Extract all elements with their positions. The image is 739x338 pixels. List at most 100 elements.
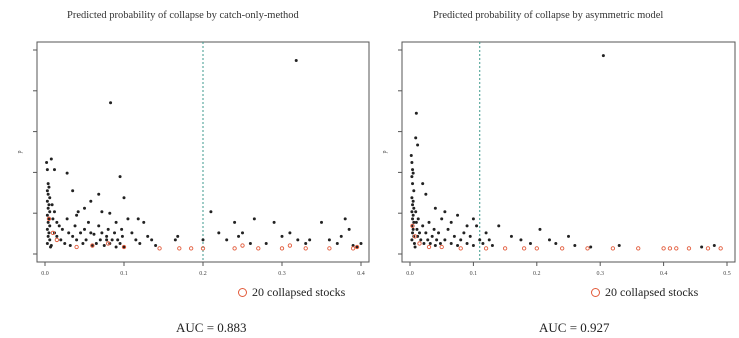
data-point xyxy=(49,157,53,161)
data-point xyxy=(105,238,109,242)
data-point xyxy=(700,245,704,249)
data-point xyxy=(475,224,479,228)
data-point xyxy=(138,241,142,245)
data-point xyxy=(248,241,252,245)
data-point xyxy=(272,220,276,224)
scatter-plot-catch-only: 0.0 0.1 0.2 0.3 0.4 p xyxy=(17,41,370,277)
data-point xyxy=(422,241,426,245)
data-point xyxy=(46,182,50,186)
data-point xyxy=(456,213,460,217)
data-point xyxy=(45,168,49,172)
data-point xyxy=(411,203,415,207)
x-tick-label: 0.5 xyxy=(723,271,731,277)
data-point xyxy=(410,196,414,200)
data-point xyxy=(134,238,138,242)
data-point xyxy=(424,231,428,235)
data-point xyxy=(100,210,104,214)
data-point xyxy=(410,161,414,165)
data-point xyxy=(237,234,241,238)
data-point xyxy=(146,234,150,238)
data-point xyxy=(48,224,52,228)
chart-title: Predicted probability of collapse by asy… xyxy=(433,10,664,21)
data-point xyxy=(433,244,437,248)
data-point xyxy=(81,241,85,245)
data-point xyxy=(71,234,75,238)
collapsed-point xyxy=(483,246,489,251)
data-point xyxy=(46,192,50,196)
data-point xyxy=(89,199,93,203)
data-point xyxy=(415,227,419,231)
x-tick-label: 0.0 xyxy=(41,271,49,277)
data-point xyxy=(449,241,453,245)
data-point xyxy=(92,232,96,236)
data-point xyxy=(97,192,101,196)
data-point xyxy=(225,238,229,242)
data-point xyxy=(51,217,55,221)
data-point xyxy=(538,227,542,231)
data-point xyxy=(76,210,80,214)
data-point xyxy=(288,231,292,235)
data-point xyxy=(120,234,124,238)
data-point xyxy=(102,244,106,248)
collapsed-point xyxy=(90,243,95,248)
y-axis-label: p xyxy=(382,151,388,154)
data-point xyxy=(46,220,50,224)
data-point xyxy=(347,227,351,231)
collapsed-point xyxy=(667,246,673,251)
data-point xyxy=(412,241,416,245)
data-point xyxy=(90,244,94,248)
data-point xyxy=(617,244,621,248)
data-point xyxy=(412,220,416,224)
data-point xyxy=(509,234,513,238)
collapsed-point xyxy=(718,246,723,251)
data-point xyxy=(47,203,51,207)
data-point xyxy=(73,224,77,228)
data-point xyxy=(65,217,69,221)
collapsed-point xyxy=(157,246,162,251)
data-point xyxy=(432,227,436,231)
data-point xyxy=(343,217,347,221)
data-point xyxy=(421,182,425,186)
collapsed-point xyxy=(188,246,194,251)
data-point xyxy=(478,238,482,242)
data-point xyxy=(468,234,472,238)
data-point xyxy=(45,189,49,193)
data-point xyxy=(108,211,112,215)
data-point xyxy=(89,231,93,235)
data-point xyxy=(430,234,434,238)
data-point xyxy=(411,171,415,175)
data-point xyxy=(252,217,256,221)
data-point xyxy=(484,231,488,235)
data-point xyxy=(114,220,118,224)
data-point xyxy=(71,189,75,193)
collapsed-point xyxy=(240,243,245,248)
data-point xyxy=(83,227,86,231)
legend-label: 20 collapsed stocks xyxy=(605,285,699,299)
data-point xyxy=(136,217,140,221)
chart-panel-left: Predicted probability of collapse by cat… xyxy=(17,10,370,335)
data-point xyxy=(449,220,453,224)
collapsed-point xyxy=(121,244,127,250)
data-point xyxy=(412,206,416,210)
data-point xyxy=(106,227,110,231)
data-point xyxy=(712,244,716,248)
data-point xyxy=(567,234,570,238)
data-point xyxy=(519,238,523,242)
collapsed-point xyxy=(610,246,616,251)
data-point xyxy=(481,241,485,245)
data-point xyxy=(416,217,420,221)
data-point xyxy=(428,241,432,245)
collapsed-point xyxy=(200,246,206,251)
data-point xyxy=(98,238,102,242)
data-point xyxy=(48,196,52,200)
data-point xyxy=(130,231,134,235)
collapsed-point xyxy=(502,246,508,251)
data-point xyxy=(264,241,268,245)
data-point xyxy=(411,168,415,172)
collapsed-point xyxy=(287,243,293,248)
collapsed-point xyxy=(426,244,432,250)
data-point xyxy=(75,238,79,242)
data-point xyxy=(308,238,312,242)
data-point xyxy=(426,238,430,242)
collapsed-point xyxy=(674,246,679,251)
